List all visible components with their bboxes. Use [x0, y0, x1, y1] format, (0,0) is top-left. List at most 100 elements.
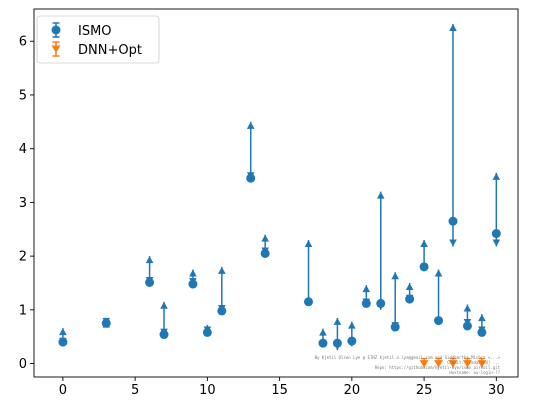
y-tick-label: 0 — [19, 357, 27, 372]
upper-limit-arrow — [376, 191, 385, 199]
ismo-marker — [376, 298, 386, 308]
x-tick-label: 5 — [131, 383, 139, 398]
dnn-opt-point — [462, 357, 472, 369]
ismo-point — [462, 304, 472, 331]
ismo-marker — [304, 297, 314, 307]
ismo-point — [159, 301, 169, 340]
ismo-point — [491, 172, 501, 247]
upper-limit-arrow — [405, 282, 414, 290]
y-tick-label: 6 — [19, 35, 27, 50]
ismo-marker — [101, 318, 111, 328]
ismo-point — [246, 121, 256, 183]
legend-ismo-symbol — [51, 22, 61, 38]
dnn-opt-marker — [462, 360, 472, 368]
ismo-marker — [145, 277, 155, 287]
y-tick-label: 5 — [19, 88, 27, 103]
upper-limit-arrow — [333, 317, 342, 325]
ismo-point — [318, 328, 328, 348]
footnote-line: Commit: [redacted] ... — [447, 360, 500, 365]
ismo-point — [419, 240, 429, 272]
ismo-point — [376, 191, 386, 310]
ismo-marker — [159, 330, 169, 340]
ismo-marker — [361, 298, 371, 308]
legend-label-dnn-opt: DNN+Opt — [78, 43, 142, 58]
ismo-marker — [434, 316, 444, 326]
upper-limit-arrow — [304, 240, 313, 248]
y-tick-label: 4 — [19, 142, 27, 157]
x-tick-label: 20 — [344, 383, 361, 398]
upper-limit-arrow — [261, 234, 269, 242]
ismo-marker — [462, 321, 472, 331]
upper-limit-arrow — [391, 272, 399, 280]
axes-frame — [33, 8, 519, 378]
ismo-marker — [347, 336, 357, 346]
upper-limit-arrow — [319, 328, 327, 336]
upper-limit-arrow — [160, 301, 168, 309]
ismo-point — [448, 24, 458, 247]
axis-ticks: 0 5 10 15 20 25 30 0 1 2 3 4 5 6 — [19, 35, 505, 398]
ismo-marker — [217, 306, 227, 316]
ismo-point — [202, 324, 212, 337]
ismo-point — [347, 321, 357, 347]
x-tick-label: 25 — [416, 383, 433, 398]
ismo-marker — [491, 229, 501, 239]
dnn-opt-point — [448, 357, 458, 369]
x-tick-label: 30 — [488, 383, 505, 398]
dnn-opt-marker — [419, 360, 429, 368]
footnote-annotation: By Kjetil Olsen Lye @ ETHZ kjetil.o.lye@… — [315, 355, 501, 375]
ismo-point — [390, 272, 400, 332]
upper-limit-arrow — [420, 240, 428, 248]
upper-limit-arrow — [463, 304, 472, 312]
dnn-opt-point — [434, 357, 444, 369]
footnote-line: By Kjetil Olsen Lye @ ETHZ kjetil.o.lye@… — [315, 355, 501, 360]
x-tick-label: 0 — [59, 383, 67, 398]
legend-dnn-opt-symbol — [51, 41, 61, 57]
upper-limit-arrow — [218, 266, 226, 274]
dnn-opt-marker — [477, 360, 487, 368]
y-tick-label: 2 — [19, 250, 27, 265]
upper-limit-arrow — [189, 269, 197, 277]
ismo-marker — [188, 279, 198, 289]
upper-limit-arrow — [478, 314, 486, 322]
upper-limit-arrow — [246, 121, 255, 129]
ismo-point — [304, 240, 314, 307]
ismo-point — [477, 314, 487, 337]
ismo-marker — [390, 322, 400, 332]
dnn-opt-marker — [448, 360, 458, 368]
upper-limit-arrow — [348, 321, 356, 329]
ismo-point — [361, 285, 371, 308]
ismo-point — [434, 269, 444, 326]
plot-area — [58, 24, 501, 369]
ismo-marker — [246, 173, 256, 183]
ismo-marker — [477, 327, 487, 337]
dnn-opt-point — [419, 357, 429, 369]
ismo-point — [217, 266, 227, 316]
upper-limit-arrow — [434, 269, 443, 277]
ismo-point — [188, 269, 198, 289]
upper-limit-arrow — [362, 285, 371, 293]
lower-limit-arrow — [492, 239, 501, 247]
ismo-marker — [419, 262, 429, 272]
dnn-opt-marker — [434, 360, 444, 368]
ismo-marker — [260, 248, 270, 258]
ismo-marker — [58, 337, 68, 347]
upper-limit-arrow — [59, 328, 67, 336]
legend: ISMO DNN+Opt — [36, 15, 160, 64]
ismo-marker — [405, 294, 415, 304]
ismo-marker — [202, 327, 212, 337]
dnn-opt-point — [477, 357, 487, 369]
x-tick-label: 15 — [271, 383, 288, 398]
x-tick-label: 10 — [199, 383, 216, 398]
ismo-point — [332, 317, 342, 351]
ismo-point — [58, 328, 68, 347]
ismo-point — [260, 234, 270, 258]
ismo-point — [101, 317, 111, 328]
legend-box — [36, 15, 160, 64]
upper-limit-arrow — [145, 256, 154, 264]
lower-limit-arrow — [449, 239, 457, 247]
ismo-point — [405, 282, 415, 304]
legend-label-ismo: ISMO — [78, 24, 112, 39]
upper-limit-arrow — [492, 172, 501, 180]
ismo-point — [145, 256, 155, 287]
